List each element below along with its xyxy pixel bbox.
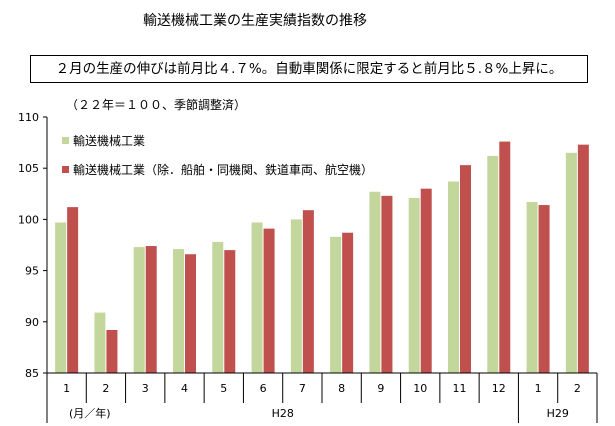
bar-series1: [251, 222, 263, 373]
y-tick-label: 85: [25, 367, 39, 380]
bar-series2: [342, 232, 354, 373]
x-tick-label: 4: [181, 382, 188, 395]
summary-box: ２月の生産の伸びは前月比４.７%。自動車関係に限定すると前月比５.８%上昇に。: [30, 55, 588, 83]
bar-series1: [55, 222, 67, 373]
bar-series2: [67, 207, 79, 373]
bars: [55, 141, 589, 373]
bar-series1: [290, 219, 302, 373]
x-tick-label: 2: [574, 382, 581, 395]
x-tick-label: 3: [142, 382, 149, 395]
x-year-label: H29: [547, 407, 569, 420]
bar-series2: [263, 228, 275, 373]
bar-series2: [302, 210, 314, 373]
bar-series2: [185, 254, 196, 373]
legend-swatch-series1: [62, 137, 69, 144]
bar-series1: [565, 152, 577, 373]
legend-swatch-series2: [62, 166, 69, 173]
x-tick-label: 12: [492, 382, 506, 395]
bar-series2: [106, 329, 118, 373]
y-tick-label: 105: [18, 162, 39, 175]
x-tick-label: 6: [260, 382, 267, 395]
y-axis: 85 90 95 100 105 110: [18, 111, 48, 380]
x-axis: 1 2 3 4 5 6 7 8 9 10 11 12 1 2(月／年) H28 H29: [46, 372, 598, 423]
x-tick-label: 2: [102, 382, 109, 395]
bar-series1: [330, 236, 342, 373]
bar-series2: [145, 246, 157, 373]
bar-series2: [538, 205, 550, 373]
y-tick-label: 100: [18, 213, 39, 226]
bar-series1: [369, 191, 381, 373]
bar-series1: [94, 312, 106, 373]
y-tick-label: 95: [25, 265, 39, 278]
bar-series1: [173, 249, 184, 373]
x-tick-label: 7: [299, 382, 306, 395]
bar-series2: [420, 188, 432, 373]
bar-series2: [460, 165, 471, 373]
x-unit-label: (月／年): [69, 406, 111, 420]
bar-series1: [487, 155, 499, 373]
x-year-label: H28: [272, 407, 294, 420]
bar-series1: [448, 181, 459, 373]
chart-title: 輸送機械工業の生産実績指数の推移: [143, 13, 367, 29]
y-tick-label: 90: [25, 316, 39, 329]
bar-series1: [408, 197, 420, 373]
x-tick-label: 5: [220, 382, 227, 395]
x-tick-label: 11: [453, 382, 467, 395]
index-note: （２２年＝１００、季節調整済）: [66, 98, 247, 112]
x-tick-label: 9: [377, 382, 384, 395]
legend: 輸送機械工業 輸送機械工業（除．船舶・同機関、鉄道車両、航空機）: [62, 133, 373, 177]
bar-series1: [212, 241, 224, 373]
bar-series2: [381, 195, 393, 373]
bar-series2: [577, 144, 589, 373]
bar-series1: [133, 247, 145, 373]
y-tick-label: 110: [18, 111, 39, 124]
x-tick-label: 8: [338, 382, 345, 395]
x-tick-label: 1: [535, 382, 542, 395]
x-tick-label: 1: [63, 382, 70, 395]
legend-label-series1: 輸送機械工業: [73, 133, 145, 148]
bar-series2: [499, 141, 511, 373]
bar-series1: [526, 201, 538, 373]
bar-series2: [224, 250, 236, 373]
x-tick-label: 10: [413, 382, 427, 395]
legend-label-series2: 輸送機械工業（除．船舶・同機関、鉄道車両、航空機）: [73, 162, 373, 177]
